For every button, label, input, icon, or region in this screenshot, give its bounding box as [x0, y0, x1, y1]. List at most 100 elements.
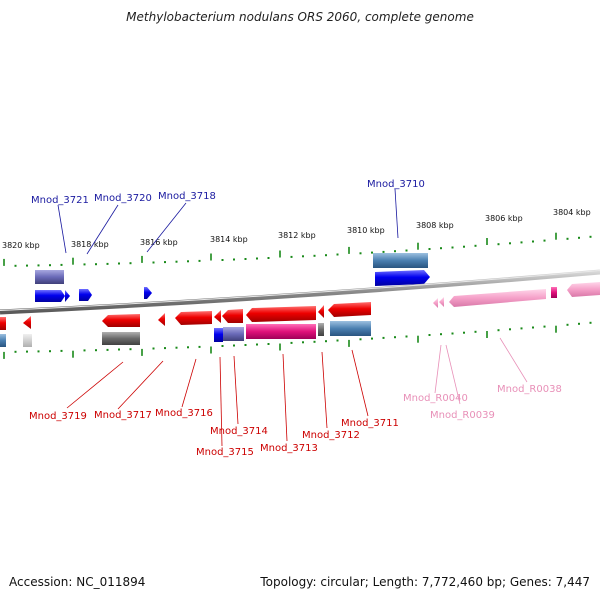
cds-arrow-reverse[interactable]: [0, 317, 6, 330]
gene-bar-mnod-3715[interactable]: [214, 328, 223, 342]
minor-tick: [267, 343, 270, 345]
minor-tick: [106, 348, 109, 351]
gene-label-mnod-3717[interactable]: Mnod_3717: [94, 410, 152, 421]
minor-tick: [118, 262, 120, 265]
rna-arrow[interactable]: [567, 282, 600, 297]
minor-tick: [26, 350, 28, 353]
gene-label-mnod-3721[interactable]: Mnod_3721: [31, 195, 89, 206]
minor-tick: [26, 264, 28, 267]
gene-bar-mnod-3712[interactable]: [318, 323, 324, 336]
minor-tick: [497, 329, 500, 332]
gene-label-mnod-3719[interactable]: Mnod_3719: [29, 411, 87, 422]
minor-tick: [198, 345, 201, 348]
minor-tick: [106, 262, 109, 265]
cds-arrow-mnod-3712[interactable]: [318, 305, 324, 318]
backbone-highlight: [0, 270, 600, 311]
gene-label-mnod-r0039[interactable]: Mnod_R0039: [430, 410, 495, 421]
gene-bar-mnod-3713[interactable]: [246, 324, 316, 339]
leader-line: [146, 202, 187, 253]
minor-tick: [95, 349, 97, 352]
rna-arrow[interactable]: [439, 297, 444, 307]
gene-bar-mnod-3711[interactable]: [330, 321, 371, 336]
cds-arrow-reverse[interactable]: [214, 310, 221, 323]
minor-tick: [336, 339, 339, 342]
gene-label-mnod-3712[interactable]: Mnod_3712: [302, 430, 360, 441]
minor-tick: [589, 235, 592, 238]
minor-tick: [371, 337, 373, 340]
minor-tick: [244, 258, 247, 260]
gene-bar-reverse[interactable]: [23, 334, 32, 347]
minor-tick: [509, 242, 511, 245]
minor-tick: [60, 349, 63, 352]
gene-bar-mnod-3714[interactable]: [223, 327, 244, 341]
leader-line: [66, 361, 124, 409]
cds-arrow-mnod-3710[interactable]: [375, 270, 430, 286]
gene-label-mnod-3718[interactable]: Mnod_3718: [158, 191, 216, 202]
cds-arrow-mnod-3716[interactable]: [175, 311, 212, 325]
cds-arrow-mnod-3711[interactable]: [328, 302, 371, 317]
minor-tick: [566, 323, 569, 326]
minor-tick: [14, 264, 17, 267]
minor-tick: [83, 349, 86, 352]
major-tick: [348, 339, 350, 347]
leader-line: [394, 188, 399, 239]
lower-tick-ruler: [3, 321, 592, 359]
minor-tick: [509, 328, 511, 331]
minor-tick: [474, 244, 477, 247]
gene-label-mnod-3720[interactable]: Mnod_3720: [94, 193, 152, 204]
cds-arrow-forward[interactable]: [35, 290, 65, 302]
minor-tick: [256, 343, 258, 346]
scale-labels: 3820 kbp 3818 kbp 3816 kbp 3814 kbp 3812…: [2, 208, 591, 250]
minor-tick: [428, 248, 431, 250]
cds-arrow-reverse[interactable]: [23, 316, 31, 329]
major-tick: [555, 325, 557, 333]
scale-label: 3806 kbp: [485, 214, 523, 223]
minor-tick: [566, 237, 569, 240]
scale-label: 3808 kbp: [416, 221, 454, 230]
gene-bar-mnod-3719[interactable]: [102, 332, 140, 345]
minor-tick: [382, 336, 385, 339]
rna-arrow[interactable]: [433, 298, 438, 308]
gene-label-mnod-3715[interactable]: Mnod_3715: [196, 447, 254, 458]
gene-label-mnod-3710[interactable]: Mnod_3710: [367, 179, 425, 190]
genome-backbone: [0, 269, 600, 315]
cds-arrow-forward[interactable]: [65, 290, 70, 302]
minor-tick: [578, 322, 580, 325]
minor-tick: [336, 253, 339, 256]
major-tick: [210, 346, 212, 354]
gene-label-mnod-3714[interactable]: Mnod_3714: [210, 426, 268, 437]
gene-label-mnod-3713[interactable]: Mnod_3713: [260, 443, 318, 454]
scale-label: 3814 kbp: [210, 235, 248, 244]
minor-tick: [451, 246, 454, 249]
cds-arrow-reverse[interactable]: [158, 313, 165, 326]
minor-tick: [175, 260, 178, 263]
gene-label-mnod-r0038[interactable]: Mnod_R0038: [497, 384, 562, 395]
gene-bar-mnod-3710[interactable]: [373, 253, 428, 268]
cds-arrow-forward[interactable]: [144, 287, 152, 299]
gene-bar-reverse[interactable]: [0, 334, 6, 347]
major-tick: [141, 348, 143, 356]
cds-arrow-forward[interactable]: [79, 289, 92, 301]
rna-gene-bar[interactable]: [551, 287, 557, 298]
minor-tick: [83, 263, 86, 266]
leader-line: [233, 355, 239, 425]
cds-arrow-mnod-3714[interactable]: [222, 309, 243, 323]
major-tick: [72, 350, 74, 358]
gene-bar-mnod-3721[interactable]: [35, 270, 64, 284]
cds-arrow-mnod-3713[interactable]: [246, 306, 316, 322]
leader-line: [282, 353, 288, 442]
major-tick: [486, 331, 488, 338]
gene-label-mnod-3716[interactable]: Mnod_3716: [155, 408, 213, 419]
cds-arrow-mnod-3717[interactable]: [102, 314, 140, 327]
gene-label-mnod-3711[interactable]: Mnod_3711: [341, 418, 399, 429]
minor-tick: [463, 331, 465, 334]
minor-tick: [49, 264, 51, 267]
minor-tick: [60, 263, 63, 266]
minor-tick: [267, 257, 270, 259]
minor-tick: [543, 239, 546, 242]
leader-line: [181, 358, 197, 408]
major-tick: [3, 351, 5, 359]
gene-label-mnod-r0040[interactable]: Mnod_R0040: [403, 393, 468, 404]
rna-arrow-mnod-r0038[interactable]: [449, 289, 546, 307]
